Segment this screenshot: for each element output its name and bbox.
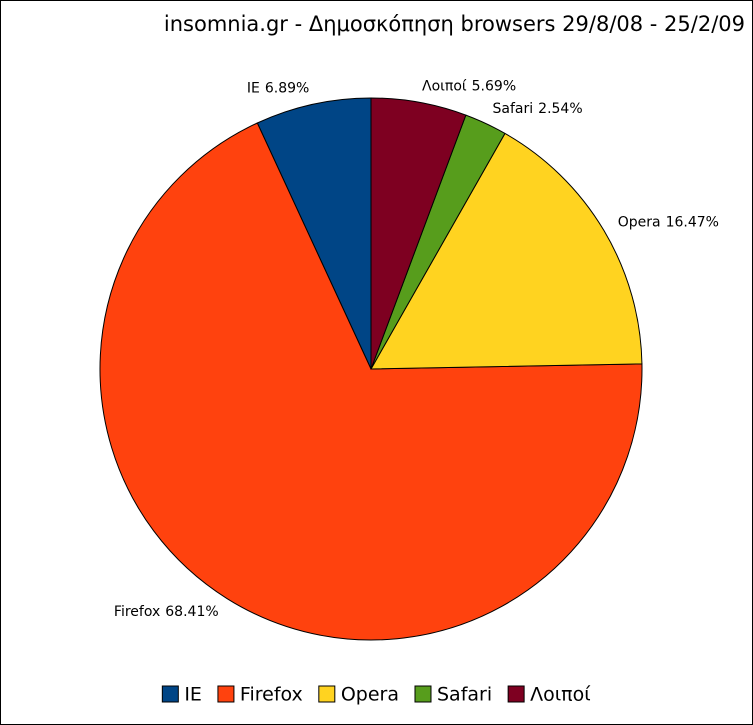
legend-swatch — [318, 685, 336, 703]
legend-label: IE — [184, 684, 202, 706]
data-label: Safari 2.54% — [493, 101, 583, 117]
legend-label: Opera — [341, 684, 399, 706]
data-label-category: Firefox — [114, 604, 160, 620]
data-label-value: 68.41% — [165, 604, 218, 620]
data-label: IE 6.89% — [247, 81, 309, 97]
legend-swatch — [217, 685, 235, 703]
data-label-category: Λοιποί — [422, 79, 467, 95]
pie-slice — [256, 97, 372, 370]
chart-title: insomnia.gr - Δημοσκόπηση browsers 29/8/… — [164, 12, 745, 36]
legend-swatch — [507, 685, 525, 703]
legend-label: Firefox — [240, 684, 303, 706]
legend: IE Firefox Opera Safari Λοιποί — [161, 684, 591, 706]
pie — [99, 97, 643, 641]
legend-swatch — [161, 685, 179, 703]
data-label-category: IE — [247, 81, 260, 97]
data-label: Firefox 68.41% — [114, 604, 219, 620]
data-label: Λοιποί 5.69% — [422, 79, 516, 95]
data-label: Opera 16.47% — [618, 214, 719, 230]
pie-slice — [370, 97, 467, 370]
data-label-category: Safari — [493, 101, 534, 117]
legend-label: Λοιποί — [530, 684, 591, 706]
pie-slice — [370, 132, 643, 370]
legend-swatch — [414, 685, 432, 703]
data-label-value: 2.54% — [538, 101, 582, 117]
legend-label: Safari — [437, 684, 492, 706]
data-labels: IE 6.89% Firefox 68.41% Opera 16.47% Safari 2.5… — [114, 79, 719, 621]
data-label-category: Opera — [618, 214, 661, 230]
pie-slice — [99, 122, 643, 641]
data-label-value: 6.89% — [265, 81, 309, 97]
data-label-value: 16.47% — [666, 214, 719, 230]
data-label-value: 5.69% — [472, 79, 516, 95]
